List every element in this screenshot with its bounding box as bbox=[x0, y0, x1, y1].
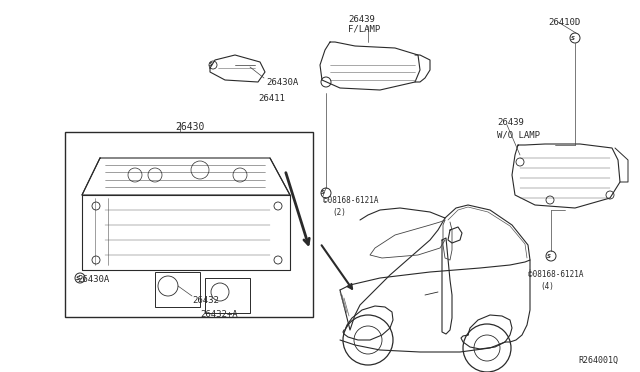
Text: 26439: 26439 bbox=[497, 118, 524, 127]
Text: 26439: 26439 bbox=[348, 15, 375, 24]
Text: (4): (4) bbox=[540, 282, 554, 291]
Text: 26430: 26430 bbox=[175, 122, 204, 132]
Text: S: S bbox=[571, 35, 575, 41]
Text: S: S bbox=[321, 190, 325, 196]
Bar bbox=[155, 272, 200, 307]
Text: 26432: 26432 bbox=[192, 296, 219, 305]
Bar bbox=[205, 278, 250, 313]
Text: R264001Q: R264001Q bbox=[578, 356, 618, 365]
Text: 26430A: 26430A bbox=[266, 78, 298, 87]
Text: ©08168-6121A: ©08168-6121A bbox=[323, 196, 378, 205]
Text: (2): (2) bbox=[332, 208, 346, 217]
Text: S: S bbox=[76, 276, 80, 280]
Text: S: S bbox=[209, 62, 213, 67]
Text: F/LAMP: F/LAMP bbox=[348, 25, 380, 34]
Text: ©08168-6121A: ©08168-6121A bbox=[528, 270, 584, 279]
Text: 26411: 26411 bbox=[258, 94, 285, 103]
Text: S: S bbox=[547, 253, 551, 259]
Bar bbox=[65, 132, 313, 317]
Text: 26410D: 26410D bbox=[548, 18, 580, 27]
Text: 26430A: 26430A bbox=[77, 275, 109, 284]
Text: W/O LAMP: W/O LAMP bbox=[497, 130, 540, 139]
Text: 26432+A: 26432+A bbox=[200, 310, 237, 319]
